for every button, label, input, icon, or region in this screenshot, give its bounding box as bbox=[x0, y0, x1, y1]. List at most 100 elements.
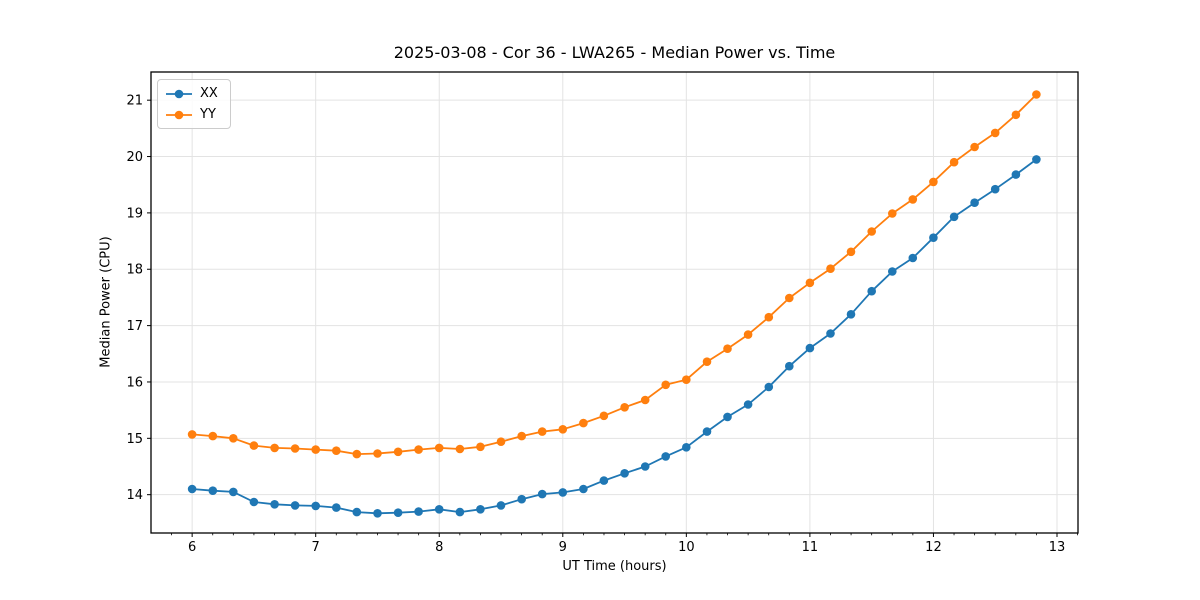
data-point-YY bbox=[949, 157, 959, 167]
x-tick-label: 12 bbox=[925, 540, 942, 555]
legend-marker-icon bbox=[174, 89, 184, 98]
data-point-YY bbox=[270, 443, 279, 453]
y-axis-label: Median Power (CPU) bbox=[98, 236, 114, 368]
data-point-XX bbox=[414, 507, 423, 516]
data-point-YY bbox=[970, 142, 979, 152]
data-point-XX bbox=[661, 452, 670, 461]
x-tick-label: 11 bbox=[802, 540, 819, 555]
data-point-YY bbox=[393, 447, 403, 457]
data-point-XX bbox=[867, 286, 876, 296]
x-tick-label: 13 bbox=[1049, 540, 1066, 555]
data-point-XX bbox=[970, 198, 979, 207]
data-point-YY bbox=[517, 431, 526, 441]
data-point-YY bbox=[743, 330, 753, 339]
data-point-YY bbox=[373, 449, 382, 458]
data-point-YY bbox=[826, 264, 835, 274]
x-tick-label: 8 bbox=[435, 540, 443, 555]
data-point-YY bbox=[414, 445, 423, 454]
data-point-XX bbox=[599, 476, 609, 485]
data-point-XX bbox=[558, 488, 568, 497]
data-point-YY bbox=[929, 177, 938, 187]
data-point-XX bbox=[826, 329, 835, 338]
legend-label-xx: XX bbox=[200, 86, 218, 101]
data-point-XX bbox=[1032, 155, 1041, 164]
data-point-YY bbox=[620, 403, 629, 412]
data-point-YY bbox=[187, 430, 197, 439]
y-tick-label: 19 bbox=[126, 206, 143, 221]
data-point-XX bbox=[517, 494, 526, 504]
data-point-XX bbox=[764, 382, 774, 392]
data-point-XX bbox=[290, 501, 300, 510]
y-tick-label: 14 bbox=[126, 488, 143, 503]
series-line-YY bbox=[192, 93, 1038, 456]
y-tick-label: 16 bbox=[126, 375, 143, 390]
y-tick-label: 18 bbox=[126, 263, 143, 278]
data-point-XX bbox=[702, 427, 712, 436]
legend-marker-icon bbox=[174, 110, 184, 119]
data-point-XX bbox=[393, 508, 403, 517]
data-point-YY bbox=[229, 434, 238, 443]
data-point-XX bbox=[640, 462, 650, 471]
data-point-XX bbox=[620, 469, 629, 478]
data-point-XX bbox=[187, 484, 197, 494]
data-point-YY bbox=[352, 449, 362, 459]
chart-title: 2025-03-08 - Cor 36 - LWA265 - Median Po… bbox=[393, 43, 836, 62]
data-point-XX bbox=[990, 184, 1000, 194]
data-point-YY bbox=[455, 444, 465, 454]
data-point-XX bbox=[743, 400, 753, 409]
data-point-YY bbox=[682, 375, 691, 385]
plot-frame bbox=[150, 71, 1079, 534]
data-point-XX bbox=[229, 487, 238, 497]
data-point-XX bbox=[434, 505, 444, 514]
legend-swatch bbox=[166, 89, 192, 98]
x-axis-label: UT Time (hours) bbox=[562, 559, 667, 574]
data-point-YY bbox=[1011, 110, 1021, 120]
data-point-XX bbox=[476, 505, 485, 514]
x-tick-label: 9 bbox=[559, 540, 567, 555]
data-point-YY bbox=[888, 209, 897, 218]
data-point-XX bbox=[332, 503, 341, 512]
data-point-YY bbox=[579, 418, 588, 428]
data-point-XX bbox=[723, 412, 732, 422]
data-point-XX bbox=[311, 501, 321, 511]
data-point-XX bbox=[908, 253, 918, 263]
data-point-YY bbox=[702, 357, 712, 367]
data-point-XX bbox=[929, 233, 938, 242]
data-point-XX bbox=[249, 497, 259, 507]
x-tick-label: 10 bbox=[678, 540, 695, 555]
data-point-YY bbox=[537, 427, 547, 436]
data-point-YY bbox=[332, 446, 341, 456]
data-point-XX bbox=[352, 507, 362, 517]
data-point-XX bbox=[373, 509, 382, 518]
data-point-XX bbox=[846, 310, 856, 319]
legend: XX YY bbox=[157, 79, 231, 129]
data-point-YY bbox=[208, 431, 218, 441]
legend-label-yy: YY bbox=[200, 107, 216, 122]
data-point-XX bbox=[888, 267, 897, 276]
data-point-YY bbox=[558, 425, 568, 434]
y-tick-label: 20 bbox=[126, 150, 143, 165]
data-point-YY bbox=[496, 437, 506, 447]
data-point-YY bbox=[640, 395, 650, 405]
legend-item-yy: YY bbox=[166, 106, 218, 123]
data-point-YY bbox=[723, 344, 732, 354]
data-point-XX bbox=[682, 443, 691, 452]
data-point-YY bbox=[867, 227, 876, 236]
data-point-YY bbox=[434, 443, 444, 453]
data-point-YY bbox=[990, 128, 1000, 138]
data-point-YY bbox=[908, 195, 918, 204]
data-point-YY bbox=[249, 441, 259, 450]
data-point-YY bbox=[1032, 90, 1041, 99]
data-point-XX bbox=[1011, 170, 1021, 179]
data-point-XX bbox=[805, 343, 815, 353]
data-point-YY bbox=[476, 442, 485, 452]
legend-item-xx: XX bbox=[166, 85, 218, 102]
data-point-XX bbox=[496, 501, 506, 510]
data-point-YY bbox=[805, 278, 815, 288]
y-tick-label: 21 bbox=[126, 94, 143, 109]
data-point-XX bbox=[270, 500, 279, 509]
data-point-YY bbox=[661, 380, 670, 390]
data-point-XX bbox=[949, 212, 959, 222]
